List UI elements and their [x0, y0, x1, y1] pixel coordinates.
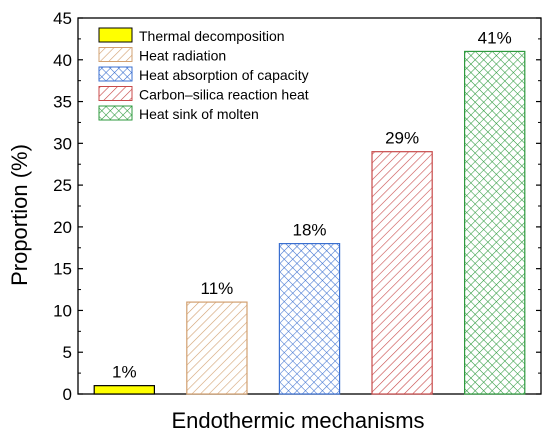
- legend-swatch: [98, 66, 133, 82]
- legend-swatch: [98, 47, 133, 62]
- legend-swatch: [98, 27, 133, 43]
- y-axis: 0 5 10 15 20 25 30 35 40 45: [53, 9, 541, 404]
- legend-label: Heat sink of molten: [139, 106, 259, 122]
- bar-carbon-silica-reaction-heat: [371, 151, 433, 395]
- legend: Thermal decomposition Heat radiation Heat …: [98, 27, 309, 122]
- y-tick-label: 45: [53, 9, 72, 28]
- y-tick-label: 5: [63, 343, 72, 362]
- bar-heat-sink-of-molten: [464, 50, 526, 395]
- data-label: 41%: [478, 28, 512, 47]
- y-tick-label: 20: [53, 218, 72, 237]
- data-label: 18%: [292, 221, 326, 240]
- data-label: 11%: [201, 279, 234, 298]
- data-labels: 1% 11% 18% 29% 41%: [112, 28, 512, 381]
- bar-heat-absorption-of-capacity: [278, 243, 341, 395]
- bars: [93, 50, 526, 395]
- y-tick-label: 10: [53, 301, 72, 320]
- data-label: 29%: [385, 129, 419, 148]
- y-tick-label: 0: [63, 385, 72, 404]
- y-axis-title: Proportion (%): [7, 144, 32, 286]
- y-tick-label: 25: [53, 176, 72, 195]
- legend-label: Heat absorption of capacity: [139, 67, 309, 83]
- bar-thermal-decomposition: [93, 385, 155, 395]
- bar-heat-radiation: [186, 301, 248, 395]
- legend-label: Heat radiation: [139, 48, 226, 64]
- y-tick-label: 30: [53, 134, 72, 153]
- legend-swatch: [98, 86, 133, 101]
- y-tick-label: 15: [53, 260, 72, 279]
- data-label: 1%: [112, 363, 137, 382]
- y-tick-label: 35: [53, 93, 72, 112]
- legend-swatch: [98, 105, 133, 121]
- legend-label: Carbon–silica reaction heat: [139, 87, 309, 103]
- legend-label: Thermal decomposition: [139, 28, 285, 44]
- y-tick-label: 40: [53, 51, 72, 70]
- x-axis-title: Endothermic mechanisms: [171, 408, 424, 433]
